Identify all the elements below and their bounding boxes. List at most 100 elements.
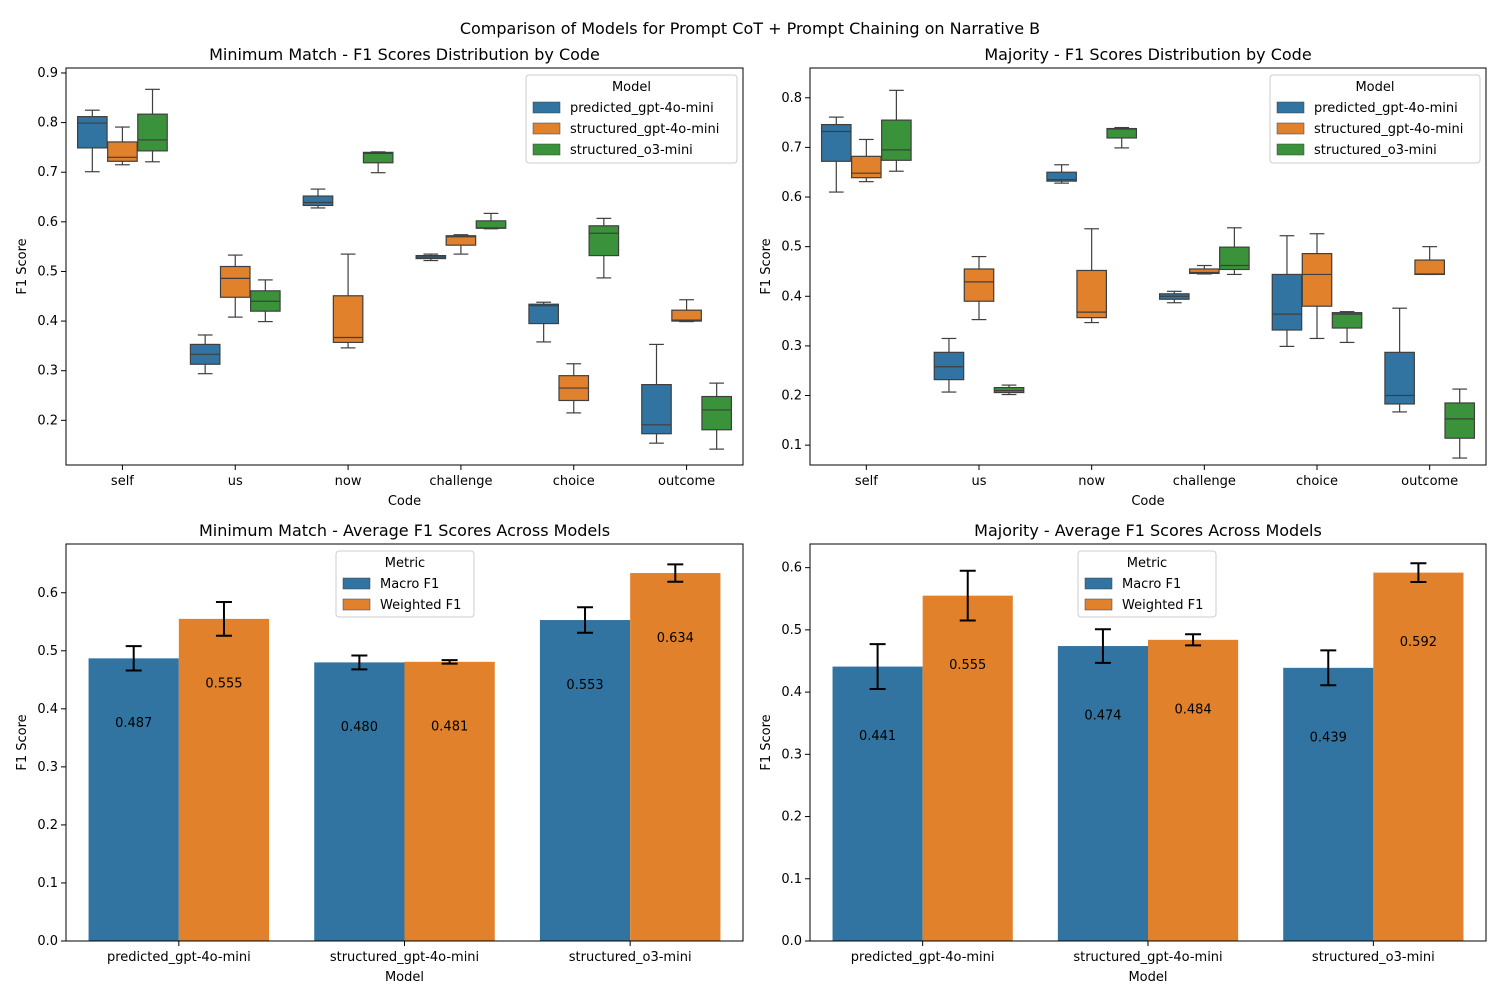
bar-value-label: 0.481 (431, 720, 468, 735)
y-tick-label: 0.9 (37, 66, 58, 81)
legend-label: predicted_gpt-4o-mini (570, 101, 714, 116)
x-tick-label: predicted_gpt-4o-mini (107, 950, 251, 965)
y-tick-label: 0.7 (37, 165, 58, 180)
box-body (588, 225, 620, 257)
bar-Macro F1-structured_o3-mini (1283, 667, 1374, 941)
box-body (219, 265, 251, 298)
x-tick-label: choice (553, 474, 595, 489)
y-tick-label: 0.6 (781, 190, 802, 205)
box-structured_gpt-4o-mini-outcome (671, 299, 702, 323)
y-tick-label: 0.2 (781, 810, 802, 825)
x-tick-label: predicted_gpt-4o-mini (851, 950, 995, 965)
y-tick-label: 0.2 (37, 413, 58, 428)
legend-label: Weighted F1 (380, 598, 461, 613)
x-tick-label: structured_gpt-4o-mini (330, 950, 479, 965)
x-tick-label: now (335, 474, 362, 489)
x-tick-label: outcome (1401, 474, 1458, 489)
legend-box (1077, 550, 1217, 618)
box-predicted_gpt-4o-mini-us (189, 334, 221, 375)
bar-Macro F1-structured_gpt-4o-mini (314, 662, 405, 941)
x-axis-label: Model (1128, 970, 1167, 985)
box-body (1219, 246, 1250, 271)
box-body (137, 113, 168, 152)
y-tick-label: 0.1 (781, 438, 802, 453)
legend-box (525, 74, 738, 164)
box-body (1046, 171, 1077, 182)
box-body (445, 235, 477, 246)
y-tick-label: 0.3 (781, 339, 802, 354)
box-structured_o3-mini-us (993, 384, 1025, 396)
box-predicted_gpt-4o-mini-now (302, 188, 334, 209)
x-tick-label: outcome (658, 474, 715, 489)
box-body (475, 220, 507, 229)
box-body (1414, 259, 1445, 276)
bar-Weighted F1-structured_gpt-4o-mini (1148, 639, 1239, 941)
x-tick-label: structured_o3-mini (1312, 950, 1435, 965)
y-tick-label: 0.0 (37, 934, 58, 949)
y-axis-label: F1 Score (759, 238, 774, 294)
box-structured_gpt-4o-mini-self (107, 126, 138, 166)
box-structured_o3-mini-now (1106, 126, 1138, 149)
y-tick-label: 0.5 (37, 264, 58, 279)
chart-title: Majority - F1 Scores Distribution by Cod… (984, 45, 1311, 64)
legend-label: Macro F1 (1122, 577, 1181, 592)
bar-value-label: 0.474 (1084, 708, 1121, 723)
box-body (851, 155, 882, 179)
legend-swatch (1084, 598, 1113, 611)
legend-label: Macro F1 (380, 577, 439, 592)
y-tick-label: 0.4 (37, 314, 58, 329)
box-structured_o3-mini-self (881, 89, 912, 172)
legend-swatch (1276, 143, 1305, 156)
charts: 0.2 0.3 0.4 0.5 0.6 0.7 0.8 0.9 Minimum Match - … (15, 45, 1487, 985)
box-structured_gpt-4o-mini-choice (1301, 233, 1333, 340)
x-tick-label: self (855, 474, 878, 489)
axes-frame (65, 543, 744, 942)
box-body (1106, 127, 1138, 139)
box-body (1189, 268, 1220, 275)
legend-box (1269, 74, 1481, 164)
legend: Metric Macro F1 Weighted F1 (1077, 550, 1217, 618)
bar-chart: 0.0 0.1 0.2 0.3 0.4 0.5 0.6 Majority - Average … (759, 521, 1487, 985)
axes-frame (809, 543, 1487, 942)
bar-Macro F1-structured_gpt-4o-mini (1057, 646, 1148, 941)
box-structured_gpt-4o-mini-self (851, 138, 882, 183)
y-tick-label: 0.4 (781, 685, 802, 700)
bar-value-label: 0.553 (566, 678, 603, 693)
box-body (302, 195, 334, 207)
box-structured_o3-mini-self (137, 88, 168, 163)
legend-swatch (532, 122, 561, 135)
box-body (362, 151, 394, 164)
y-tick-label: 0.6 (37, 586, 58, 601)
box-structured_gpt-4o-mini-now (1076, 228, 1107, 324)
y-tick-label: 0.7 (781, 140, 802, 155)
box-predicted_gpt-4o-mini-outcome (641, 343, 672, 444)
legend: Metric Macro F1 Weighted F1 (335, 550, 475, 618)
figure-title: Comparison of Models for Prompt CoT + Pr… (460, 19, 1040, 38)
legend-title: Model (1355, 80, 1394, 95)
box-plot: 0.2 0.3 0.4 0.5 0.6 0.7 0.8 0.9 Minimum Match - … (15, 45, 744, 509)
y-tick-label: 0.6 (781, 561, 802, 576)
y-tick-label: 0.3 (37, 760, 58, 775)
y-tick-label: 0.4 (37, 702, 58, 717)
y-axis-label: F1 Score (15, 238, 30, 294)
box-structured_o3-mini-challenge (475, 212, 507, 230)
bar-Macro F1-predicted_gpt-4o-mini (88, 658, 179, 941)
box-body (1384, 351, 1415, 405)
box-predicted_gpt-4o-mini-us (933, 337, 965, 393)
box-body (1301, 252, 1333, 307)
y-tick-label: 0.8 (781, 91, 802, 106)
legend-label: structured_gpt-4o-mini (570, 122, 719, 137)
box-body (933, 351, 965, 381)
legend-swatch (342, 577, 371, 590)
y-tick-label: 0.6 (37, 215, 58, 230)
x-axis-label: Code (388, 494, 421, 509)
box-structured_gpt-4o-mini-challenge (445, 234, 477, 255)
box-structured_o3-mini-choice (1331, 311, 1363, 344)
bar-chart: 0.0 0.1 0.2 0.3 0.4 0.5 0.6 Minimum Match - Ave… (15, 521, 744, 985)
legend-label: predicted_gpt-4o-mini (1314, 101, 1458, 116)
box-structured_gpt-4o-mini-challenge (1189, 264, 1220, 275)
box-body (671, 309, 702, 322)
x-tick-label: us (971, 474, 986, 489)
box-body (1076, 269, 1107, 319)
